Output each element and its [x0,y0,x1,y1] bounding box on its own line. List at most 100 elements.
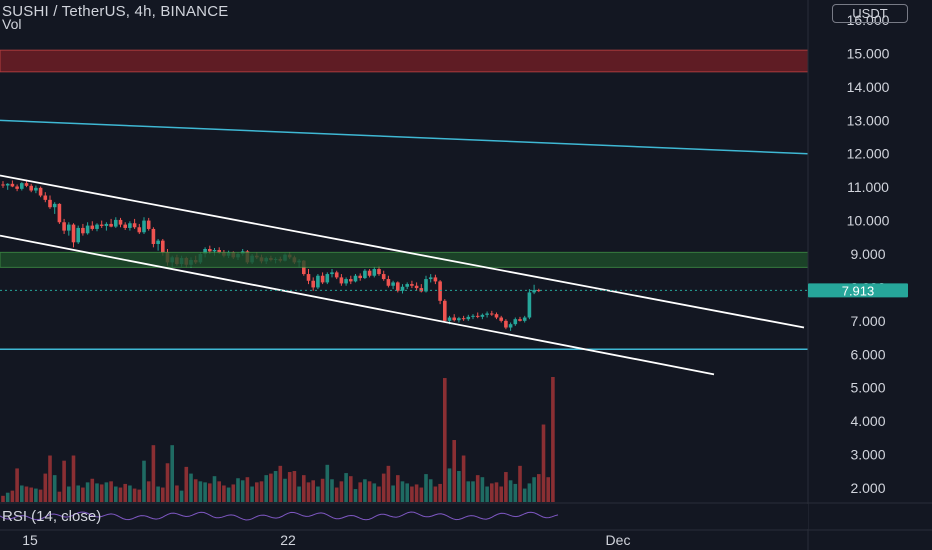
candle-body [76,227,80,243]
upper-trend-line[interactable] [0,119,809,155]
rsi-label: RSI (14, close) [2,508,102,525]
candle-body [114,219,118,227]
candle-body [208,248,212,252]
price-tick-label: 15.000 [847,45,890,61]
channel-lower-line[interactable] [0,234,715,376]
candle-body [132,223,137,228]
price-tick-label: 5.000 [850,380,885,396]
volume-bar [175,485,179,502]
volume-bar [334,487,339,502]
volume-bar [222,485,226,502]
candle-body [433,277,438,282]
candle-body [518,319,522,321]
candle-body [90,225,95,229]
volume-bar [57,491,62,502]
volume-bar [34,488,38,502]
volume-bar [10,490,15,502]
channel-upper-line[interactable] [0,174,805,329]
candle-body [306,274,311,281]
candle-body [1,184,5,186]
candle-body [381,274,386,280]
volume-bar [156,486,160,502]
currency-badge[interactable]: USDT [832,4,908,23]
candle-body [414,285,419,289]
price-tick-label: 16.000 [847,12,890,28]
drawings-layer [0,49,809,376]
volume-bar [527,483,532,502]
volume-bar [132,488,137,502]
candle-body [334,272,339,278]
volume-bar [146,481,151,502]
volume-bar [330,479,334,502]
volume-bar [325,464,330,502]
candle-body [438,281,442,301]
volume-bar [273,471,278,502]
volume-bar [438,483,442,502]
candle-body [522,317,527,321]
volume-bar [165,463,170,502]
candle-body [391,282,395,286]
volume-bar [490,483,494,502]
volume-bar [447,468,452,502]
candle-body [5,183,10,186]
last-price-label: 7.913 [842,283,875,298]
price-tick-label: 14.000 [847,79,890,95]
volume-bar [208,483,212,502]
price-tick-label: 9.000 [850,246,885,262]
price-axis-ticks: 16.000 15.000 14.000 13.000 12.000 11.000 10.0… [847,12,890,496]
volume-bar [522,488,527,502]
candle-body [532,290,536,293]
candle-body [452,317,456,321]
volume-bar [367,481,372,502]
volume-bar [245,477,250,502]
last-price-badge[interactable]: 7.913 [808,283,908,298]
volume-bar [461,455,466,502]
time-tick-label: 15 [22,532,38,548]
volume-bar [452,440,456,502]
volume-bar [316,486,320,502]
volume-bar [184,466,189,502]
volume-bar [537,474,541,502]
volume-bar [264,475,268,502]
candle-body [15,186,19,189]
candle-body [57,203,62,223]
candle-body [513,319,518,325]
candle-body [508,324,513,328]
volume-bar [142,460,146,502]
candle-body [466,316,471,320]
volume-bar [48,455,52,502]
volume-bar [90,478,95,502]
volume-bar [344,473,348,502]
volume-bar [363,479,367,502]
volume-bar [414,484,419,502]
price-tick-label: 3.000 [850,447,885,463]
chart-title: SUSHI / TetherUS, 4h, BINANCE [2,3,229,20]
volume-bar [410,486,414,502]
volume-bar [283,478,287,502]
candle-body [410,284,414,286]
volume-bar [292,471,297,502]
candle-body [405,284,409,287]
volume-bar [349,476,353,502]
volume-bar [109,481,113,502]
candle-body [367,270,372,276]
price-axis[interactable] [808,0,932,503]
rsi-pane[interactable] [0,504,808,529]
candle-body [537,290,541,292]
candle-body [490,313,494,315]
volume-bar [532,477,536,502]
volume-bar [443,378,447,502]
time-axis[interactable]: 15 22 Dec [22,532,630,548]
candle-body [20,183,24,189]
volume-bar [24,486,29,502]
candle-body [24,183,29,186]
volume-bar [405,483,409,502]
volume-bar [255,482,259,502]
candle-body [396,282,400,291]
candle-body [104,223,109,226]
candle-body [475,315,480,317]
volume-bar [551,377,555,502]
candle-body [377,269,381,275]
candle-body [81,227,85,234]
